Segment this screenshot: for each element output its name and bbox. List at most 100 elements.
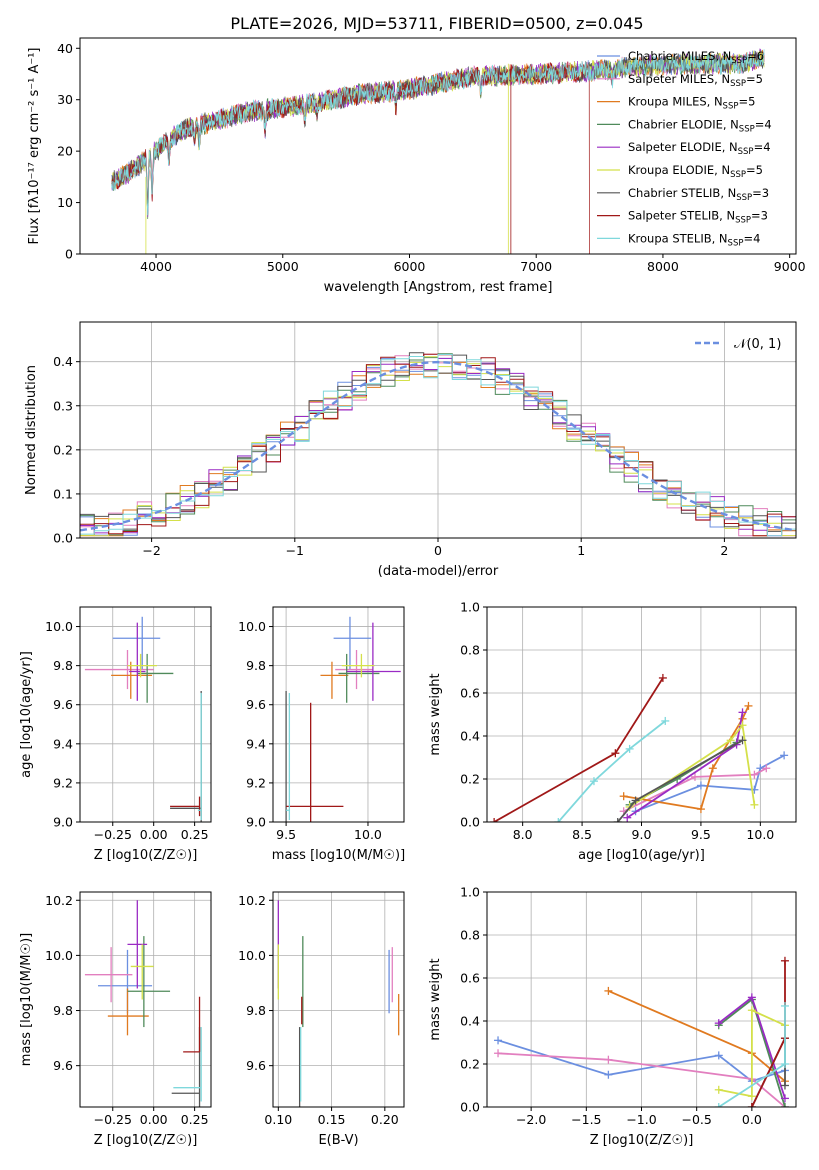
x-tick-label: −0.5 <box>681 1112 711 1127</box>
marker-salpeter_miles <box>690 772 699 781</box>
x-axis-label: Z [log10(Z/Z☉)] <box>94 1133 198 1148</box>
axes-frame: 4000 5000 6000 7000 8000 9000 0 10 20 30 40 wavelen… <box>27 37 806 295</box>
y-tick-label: 0.3 <box>53 398 73 413</box>
marker-kroupa_miles <box>744 701 753 710</box>
errorbar-chabrier_miles <box>112 616 161 670</box>
panel-age_vs_mass: 9.5 10.0 9.0 9.2 9.4 9.6 9.8 10.0 mass [log10(M/… <box>238 606 405 863</box>
y-tick-label: 9.4 <box>53 736 73 751</box>
spectrum-line-kroupa_elodie <box>111 50 765 205</box>
y-tick-label: 0.0 <box>53 531 73 546</box>
marker-chabrier_miles <box>780 751 789 760</box>
marker-kroupa_stelib <box>625 744 634 753</box>
errorbar-kroupa_stelib <box>173 1027 202 1102</box>
plot-area <box>490 673 789 822</box>
marker-salpeter_elodie <box>747 993 756 1002</box>
errorbar-kroupa_elodie <box>130 944 154 1000</box>
x-tick-label: 1 <box>577 543 585 558</box>
errorbar-kroupa_miles <box>107 988 149 1036</box>
marker-salpeter_stelib <box>658 673 667 682</box>
axes-frame: −2 −1 0 1 2 0.0 0.1 0.2 0.3 0.4 (data-model)/error… <box>24 321 797 579</box>
axes-frame: −0.25 0.00 0.25 9.6 9.8 10.0 10.2 Z [log10(Z/Z☉… <box>19 891 212 1148</box>
y-tick-label: 10.2 <box>238 893 266 908</box>
axes-border <box>272 606 405 823</box>
errorbar-salpeter_miles <box>335 650 373 690</box>
errorbar-chabrier_elodie <box>127 936 171 1028</box>
marker-salpeter_elodie <box>714 1019 723 1028</box>
errorbar-chabrier_miles <box>333 616 372 670</box>
y-tick-label: 10 <box>57 195 73 210</box>
x-tick-label: 0.10 <box>264 1112 292 1127</box>
errorbar-salpeter_elodie <box>127 900 148 989</box>
y-tick-label: 30 <box>57 92 73 107</box>
y-tick-label: 9.4 <box>246 736 266 751</box>
y-tick-label: 9.6 <box>53 697 73 712</box>
x-tick-label: 6000 <box>394 259 426 274</box>
marker-salpeter_elodie <box>623 813 632 822</box>
x-tick-label: 7000 <box>520 259 552 274</box>
legend-label-chabrier_elodie: Chabrier ELODIE, NSSP=4 <box>628 117 772 134</box>
series-line-kroupa_elodie <box>629 723 756 808</box>
y-tick-label: 9.6 <box>53 1058 73 1073</box>
marker-kroupa_stelib <box>661 716 670 725</box>
marker-chabrier_miles <box>696 781 705 790</box>
x-tick-label: −2 <box>142 543 160 558</box>
x-tick-label: 9.5 <box>276 827 296 842</box>
marker-kroupa_stelib <box>714 1103 723 1107</box>
y-tick-label: 9.8 <box>53 658 73 673</box>
y-tick-label: 0.6 <box>460 686 480 701</box>
series-line-chabrier_miles <box>635 754 785 813</box>
panel-mass_vs_ebv: 0.10 0.15 0.20 9.6 9.8 10.0 10.2 E(B-V) <box>238 891 405 1148</box>
plot-area <box>494 956 789 1107</box>
series-line-kroupa_miles <box>623 705 750 811</box>
series-line-salpeter_miles <box>497 1052 786 1107</box>
marker-kroupa_elodie <box>747 1006 756 1015</box>
marker-kroupa_elodie <box>714 1085 723 1094</box>
x-tick-label: −1.5 <box>571 1112 601 1127</box>
marker-chabrier_stelib <box>780 1081 789 1090</box>
marker-salpeter_elodie <box>780 1094 789 1103</box>
y-tick-label: 9.0 <box>246 815 266 830</box>
errorbar-salpeter_elodie <box>129 622 146 701</box>
marker-salpeter_miles <box>604 1055 613 1064</box>
x-axis-label: Z [log10(Z/Z☉)] <box>94 848 198 863</box>
panel-massweight_vs_Z: −2.0 −1.5 −1.0 −0.5 0.0 0.0 0.2 0.4 0.6 0.8 1.0 Z [… <box>428 885 797 1148</box>
legend-label-salpeter_elodie: Salpeter ELODIE, NSSP=4 <box>628 140 771 157</box>
x-tick-label: −1.0 <box>626 1112 656 1127</box>
x-axis-label: E(B-V) <box>318 1133 358 1148</box>
axes-frame: 0.10 0.15 0.20 9.6 9.8 10.0 10.2 E(B-V) <box>238 891 405 1148</box>
y-tick-label: 10.0 <box>238 948 266 963</box>
marker-chabrier_elodie <box>780 1103 789 1107</box>
axes-frame: −2.0 −1.5 −1.0 −0.5 0.0 0.0 0.2 0.4 0.6 0.8 1.0 Z [… <box>428 885 797 1148</box>
y-tick-label: 0.8 <box>460 928 480 943</box>
x-tick-label: 10.0 <box>746 827 774 842</box>
marker-kroupa_stelib <box>780 1060 789 1068</box>
errorbar-salpeter_stelib <box>183 996 201 1053</box>
axes-border <box>79 606 212 823</box>
x-tick-label: 4000 <box>140 259 172 274</box>
x-tick-label: 0.00 <box>140 827 168 842</box>
legend-label-kroupa_elodie: Kroupa ELODIE, NSSP=5 <box>628 163 763 180</box>
y-tick-label: 0.0 <box>460 1100 480 1115</box>
figure-title: PLATE=2026, MJD=53711, FIBERID=0500, z=0… <box>230 14 643 33</box>
marker-chabrier_stelib <box>631 796 640 805</box>
y-tick-label: 0.4 <box>460 729 480 744</box>
x-tick-label: 8.0 <box>513 827 533 842</box>
x-tick-label: −2.0 <box>516 1112 546 1127</box>
errorbar-salpeter_stelib <box>286 702 344 822</box>
plot-area <box>84 900 202 1107</box>
x-tick-label: 0.20 <box>371 1112 399 1127</box>
y-tick-label: 9.2 <box>53 775 73 790</box>
legend-label-kroupa_miles: Kroupa MILES, NSSP=5 <box>628 95 755 112</box>
plot-area <box>84 616 202 822</box>
marker-chabrier_miles <box>604 1070 613 1079</box>
histogram-kroupa_stelib <box>80 354 796 537</box>
axes-border <box>272 891 405 1108</box>
y-tick-label: 9.8 <box>246 658 266 673</box>
marker-kroupa_miles <box>696 805 705 814</box>
panel-massweight_vs_age: 8.0 8.5 9.0 9.5 10.0 0.0 0.2 0.4 0.6 0.8 1.0 age [l… <box>428 600 797 863</box>
legend: Chabrier MILES, NSSP=6 Salpeter MILES, NS… <box>597 49 772 248</box>
legend: 𝒩(0, 1) <box>695 337 781 352</box>
y-tick-label: 0.4 <box>53 354 73 369</box>
errorbar-kroupa_elodie <box>127 653 157 678</box>
y-tick-label: 40 <box>57 41 73 56</box>
